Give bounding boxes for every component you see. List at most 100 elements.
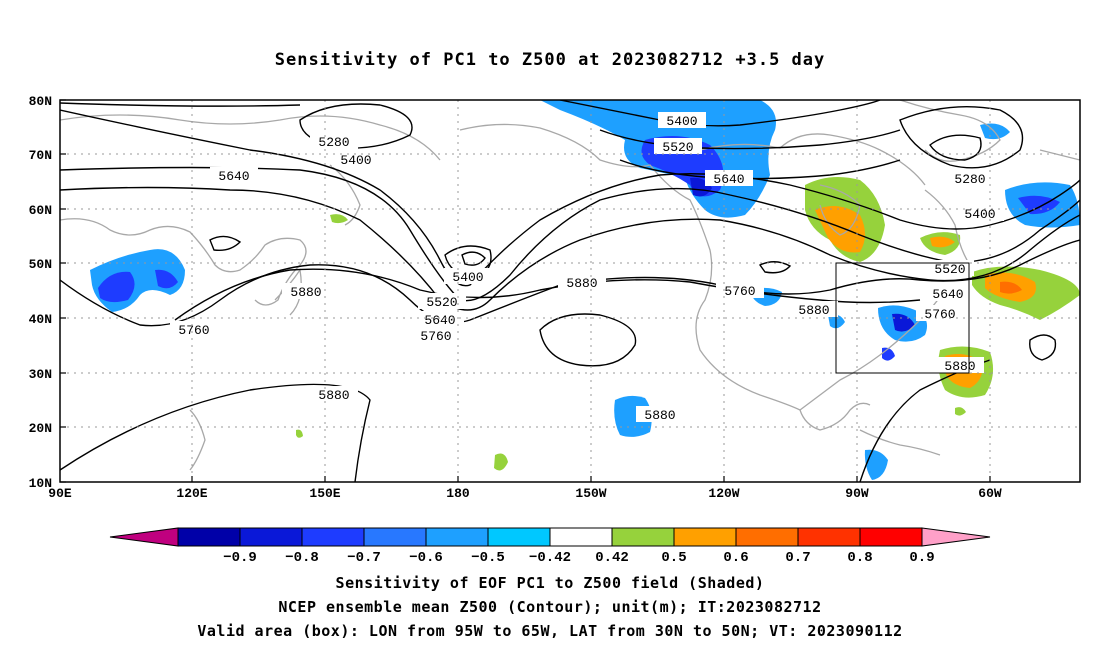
lat-label: 20N bbox=[29, 421, 52, 436]
colorbar-cell bbox=[425, 527, 489, 547]
colorbar-tick-label: 0.5 bbox=[661, 550, 686, 566]
lon-label: 90E bbox=[48, 486, 72, 501]
lon-label: 90W bbox=[845, 486, 869, 501]
contour-bermuda-loop bbox=[1029, 334, 1057, 361]
contour-label: 5640 bbox=[924, 285, 972, 302]
valid-area-box bbox=[835, 262, 970, 374]
contour-label: 5280 bbox=[946, 170, 994, 187]
shade-positive-labrador-core bbox=[930, 236, 955, 248]
colorbar-tick-label: −0.8 bbox=[285, 550, 319, 566]
colorbar-cell bbox=[487, 527, 551, 547]
colorbar-tick-label: 0.6 bbox=[723, 550, 748, 566]
lat-label: 10N bbox=[29, 476, 52, 491]
colorbar-cell bbox=[735, 527, 799, 547]
shade-negative-us-east-core bbox=[892, 313, 915, 332]
shade-positive-small3 bbox=[296, 429, 303, 438]
svg-text:5520: 5520 bbox=[426, 295, 457, 310]
svg-text:5880: 5880 bbox=[290, 285, 321, 300]
svg-text:5640: 5640 bbox=[218, 169, 249, 184]
lat-label: 40N bbox=[29, 312, 52, 327]
contour-5640 bbox=[60, 186, 1080, 311]
shade-positive-small2 bbox=[494, 453, 508, 471]
shade-positive-small1 bbox=[330, 214, 348, 224]
svg-text:5520: 5520 bbox=[662, 140, 693, 155]
colorbar-cell bbox=[611, 527, 675, 547]
colorbar-tick-label: −0.9 bbox=[223, 550, 257, 566]
contour-label: 5520 bbox=[418, 293, 466, 310]
contour-label: 5400 bbox=[956, 205, 1004, 222]
shade-negative-atlantic-core bbox=[1018, 195, 1060, 215]
contour-5400-ext bbox=[559, 100, 881, 127]
lon-label: 150W bbox=[575, 486, 606, 501]
shade-positive-atlantic-inner bbox=[1000, 281, 1022, 294]
contour-5400-low-inner bbox=[461, 251, 486, 266]
contour-label: 5880 bbox=[936, 357, 984, 374]
contour-5520-ext bbox=[599, 129, 901, 150]
shade-positive-small4 bbox=[955, 407, 966, 416]
shade-negative-asia-core bbox=[98, 271, 135, 303]
shade-negative-greenland bbox=[980, 123, 1010, 140]
caption-line-3: Valid area (box): LON from 95W to 65W, L… bbox=[197, 622, 903, 640]
shade-negative-asia-core2 bbox=[155, 269, 178, 289]
contour-label: 5760 bbox=[412, 327, 460, 344]
lon-label: 60W bbox=[978, 486, 1002, 501]
contour-5640-ext bbox=[619, 159, 901, 180]
contour-5880-loop bbox=[539, 313, 637, 367]
contour-label: 5640 bbox=[416, 311, 464, 328]
contour-label: 5880 bbox=[282, 283, 330, 300]
colorbar-cell bbox=[177, 527, 241, 547]
svg-text:5880: 5880 bbox=[798, 303, 829, 318]
coast-asia bbox=[60, 218, 307, 306]
coast-gulf bbox=[799, 402, 871, 431]
colorbar-cell bbox=[859, 527, 923, 547]
shade-negative-gulf bbox=[882, 347, 895, 361]
svg-text:5400: 5400 bbox=[964, 207, 995, 222]
lon-label: 120E bbox=[176, 486, 207, 501]
lat-label: 50N bbox=[29, 257, 52, 272]
contour-label: 5280 bbox=[310, 133, 358, 150]
contour-5280-greenland-inner bbox=[929, 134, 982, 161]
contour-label: 5760 bbox=[916, 305, 964, 322]
svg-text:5400: 5400 bbox=[340, 153, 371, 168]
svg-text:5880: 5880 bbox=[944, 359, 975, 374]
coast-canada-north bbox=[699, 133, 926, 186]
svg-text:5640: 5640 bbox=[424, 313, 455, 328]
contour-label: 5400 bbox=[658, 112, 706, 129]
colorbar-cell bbox=[797, 527, 861, 547]
svg-text:5640: 5640 bbox=[932, 287, 963, 302]
svg-text:5880: 5880 bbox=[566, 276, 597, 291]
svg-text:5760: 5760 bbox=[724, 284, 755, 299]
colorbar-cell bbox=[301, 527, 365, 547]
contour-label: 5640 bbox=[705, 170, 753, 187]
svg-text:5880: 5880 bbox=[318, 388, 349, 403]
contour-label: 5760 bbox=[716, 282, 764, 299]
contour-label: 5880 bbox=[636, 406, 684, 423]
colorbar-tick-label: 0.7 bbox=[785, 550, 810, 566]
coast-europe bbox=[1039, 149, 1080, 161]
contour-label: 5400 bbox=[332, 151, 380, 168]
contour-5280-greenland bbox=[899, 105, 1024, 169]
colorbar-left-arrow bbox=[109, 527, 179, 547]
longitude-labels: 90E 120E 150E 180 150W 120W 90W 60W bbox=[48, 486, 1002, 501]
colorbar-cell bbox=[549, 527, 613, 547]
map-frame bbox=[59, 99, 1081, 483]
z500-contours bbox=[60, 100, 1080, 482]
contour-small1 bbox=[758, 261, 792, 274]
caption-line-1: Sensitivity of EOF PC1 to Z500 field (Sh… bbox=[335, 574, 765, 592]
colorbar-cell bbox=[673, 527, 737, 547]
svg-text:5640: 5640 bbox=[713, 172, 744, 187]
colorbar-tick-label: −0.7 bbox=[347, 550, 381, 566]
colorbar: −0.9 −0.8 −0.7 −0.6 −0.5 −0.42 0.42 0.5 0.6 0.7 0.… bbox=[109, 527, 991, 566]
coast-kamchatka bbox=[329, 164, 361, 226]
svg-text:5760: 5760 bbox=[420, 329, 451, 344]
axis-ticks bbox=[60, 99, 991, 483]
latitude-labels: 80N 70N 60N 50N 40N 30N 20N 10N bbox=[29, 94, 52, 491]
lon-label: 150E bbox=[309, 486, 340, 501]
svg-text:5400: 5400 bbox=[452, 270, 483, 285]
contour-labels: 5400 5520 5640 5280 5400 5640 5400 5520 … bbox=[170, 112, 1004, 423]
lat-lon-grid bbox=[60, 100, 1080, 482]
svg-text:5760: 5760 bbox=[924, 307, 955, 322]
coast-asia-north bbox=[60, 114, 441, 161]
contour-5400 bbox=[60, 109, 1080, 287]
